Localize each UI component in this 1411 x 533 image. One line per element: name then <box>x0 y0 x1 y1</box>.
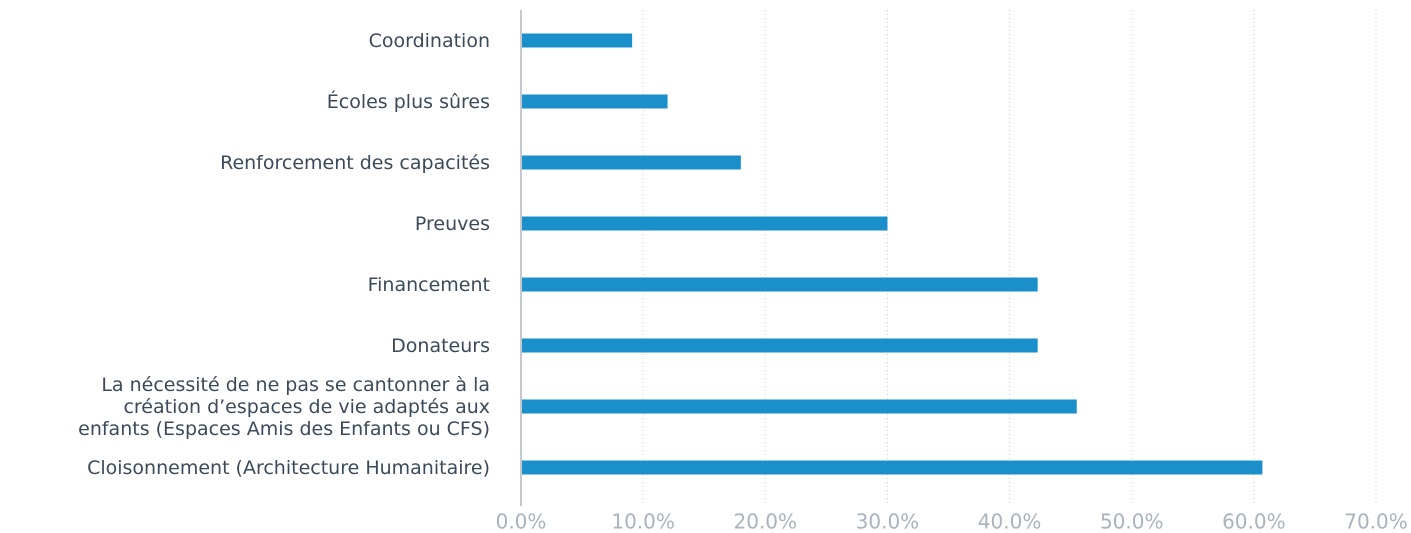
y-tick-label: Renforcement des capacités <box>220 151 490 174</box>
bar <box>521 460 1263 475</box>
y-tick-label: Donateurs <box>391 334 490 357</box>
x-tick-label: 40.0% <box>978 510 1042 533</box>
y-tick-label: Cloisonnement (Architecture Humanitaire) <box>87 456 490 479</box>
bar <box>521 155 741 170</box>
bar <box>521 399 1077 414</box>
x-tick-label: 20.0% <box>734 510 798 533</box>
x-tick-label: 50.0% <box>1100 510 1164 533</box>
x-tick-label: 10.0% <box>611 510 675 533</box>
bar <box>521 277 1038 292</box>
bar <box>521 338 1038 353</box>
x-tick-label: 60.0% <box>1222 510 1286 533</box>
y-tick-label: Coordination <box>368 29 490 52</box>
x-tick-label: 0.0% <box>496 510 547 533</box>
x-tick-label: 70.0% <box>1344 510 1408 533</box>
y-tick-label: Preuves <box>414 212 490 235</box>
y-tick-label: La nécessité de ne pas se cantonner à la… <box>78 373 490 440</box>
y-tick-label: Écoles plus sûres <box>326 90 490 113</box>
x-tick-label: 30.0% <box>856 510 920 533</box>
bar <box>521 216 888 231</box>
bar <box>521 33 633 48</box>
y-tick-label: Financement <box>367 273 490 296</box>
bar <box>521 94 668 109</box>
